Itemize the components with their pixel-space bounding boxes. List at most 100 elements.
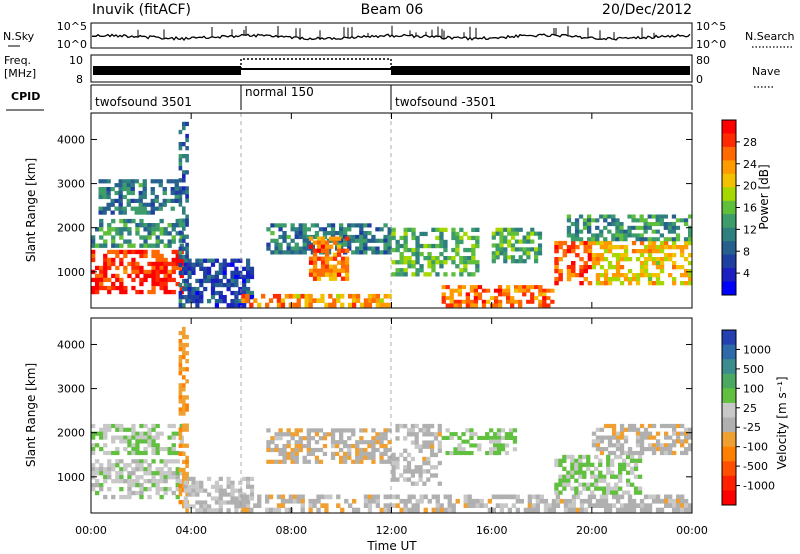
data-cell-region-1 bbox=[159, 431, 164, 436]
data-cell-region-0 bbox=[167, 459, 172, 464]
data-cell-region-0 bbox=[107, 459, 112, 464]
data-cell-region-1 bbox=[103, 231, 108, 236]
data-cell-region-4 bbox=[199, 258, 204, 263]
data-cell-region-0 bbox=[155, 273, 160, 279]
data-cell-region-12 bbox=[635, 273, 641, 278]
data-cell-region-0 bbox=[119, 494, 124, 500]
data-cell-region-2 bbox=[178, 342, 183, 348]
data-cell-region-0 bbox=[91, 487, 96, 492]
data-cell-region-11 bbox=[558, 273, 563, 278]
data-cell-region-3 bbox=[246, 504, 251, 509]
data-cell-region-9 bbox=[465, 299, 470, 304]
data-cell-region-0 bbox=[143, 269, 148, 275]
data-cell-region-3 bbox=[203, 504, 208, 509]
data-cell-region-4 bbox=[187, 258, 192, 263]
data-cell-region-6 bbox=[391, 460, 396, 466]
data-cell-region-9 bbox=[473, 299, 479, 304]
data-cell-region-5 bbox=[383, 451, 388, 456]
data-cell-region-9 bbox=[534, 285, 539, 290]
data-cell-region-7 bbox=[461, 447, 466, 452]
data-cell-region-9 bbox=[497, 288, 503, 293]
data-cell-region-7 bbox=[340, 276, 346, 281]
data-cell-region-13 bbox=[688, 237, 693, 242]
data-cell-region-0 bbox=[159, 253, 164, 259]
data-cell-region-13 bbox=[619, 237, 624, 242]
data-cell-region-0 bbox=[163, 459, 168, 464]
data-cell-region-4 bbox=[214, 282, 219, 288]
data-cell-region-2 bbox=[134, 179, 139, 184]
y-tick-label: 3000 bbox=[57, 383, 85, 396]
data-cell-region-13 bbox=[595, 218, 600, 223]
data-cell-region-0 bbox=[119, 249, 124, 255]
data-cell-region-8 bbox=[403, 272, 408, 277]
data-cell-region-13 bbox=[591, 237, 596, 242]
data-cell-region-8 bbox=[499, 503, 504, 508]
data-cell-region-10 bbox=[647, 447, 653, 452]
data-cell-region-6 bbox=[426, 444, 431, 449]
data-cell-region-5 bbox=[359, 447, 364, 453]
data-cell-region-13 bbox=[587, 214, 592, 219]
data-cell-region-1 bbox=[171, 431, 176, 436]
data-cell-region-10 bbox=[537, 235, 543, 240]
data-cell-region-9 bbox=[630, 454, 635, 460]
data-cell-region-12 bbox=[672, 245, 677, 250]
data-cell-region-3 bbox=[182, 170, 186, 175]
data-cell-region-9 bbox=[633, 490, 639, 495]
data-cell-region-2 bbox=[102, 194, 107, 200]
data-cell-region-4 bbox=[191, 270, 196, 275]
data-cell-region-4 bbox=[300, 498, 305, 504]
data-cell-region-4 bbox=[187, 286, 192, 292]
data-cell-region-5 bbox=[339, 436, 344, 441]
data-cell-region-5 bbox=[371, 451, 376, 456]
data-cell-region-4 bbox=[367, 494, 373, 500]
data-cell-region-9 bbox=[618, 486, 623, 491]
data-cell-region-2 bbox=[118, 183, 123, 188]
data-cell-region-9 bbox=[518, 285, 523, 290]
data-cell-region-4 bbox=[226, 262, 231, 267]
data-cell-region-5 bbox=[310, 447, 315, 453]
y-tick-label: 3000 bbox=[57, 178, 85, 191]
data-cell-region-6 bbox=[406, 469, 412, 474]
data-cell-region-7 bbox=[489, 439, 494, 444]
data-cell-region-0 bbox=[159, 257, 164, 263]
data-cell-region-4 bbox=[324, 507, 329, 513]
data-cell-region-6 bbox=[347, 234, 352, 240]
data-cell-region-7 bbox=[504, 435, 510, 440]
data-cell-region-3 bbox=[238, 496, 243, 501]
data-cell-region-0 bbox=[171, 475, 176, 480]
data-cell-region-5 bbox=[306, 440, 311, 445]
data-cell-region-7 bbox=[332, 264, 338, 269]
data-cell-region-9 bbox=[578, 462, 583, 467]
data-cell-region-3 bbox=[246, 484, 251, 489]
data-cell-region-10 bbox=[526, 251, 531, 256]
data-cell-region-1 bbox=[107, 450, 112, 456]
data-cell-region-13 bbox=[655, 214, 660, 219]
data-cell-region-2 bbox=[182, 423, 186, 428]
data-cell-region-8 bbox=[587, 494, 593, 500]
data-cell-region-0 bbox=[119, 281, 124, 287]
data-cell-region-0 bbox=[147, 479, 152, 484]
data-cell-region-4 bbox=[222, 270, 227, 275]
data-cell-region-8 bbox=[427, 498, 432, 504]
data-cell-region-7 bbox=[500, 428, 506, 433]
data-cell-region-8 bbox=[443, 507, 448, 513]
data-cell-region-7 bbox=[504, 443, 510, 448]
data-cell-region-9 bbox=[546, 296, 551, 301]
data-cell-region-10 bbox=[639, 431, 645, 436]
data-cell-region-0 bbox=[91, 285, 96, 291]
data-cell-region-4 bbox=[210, 258, 216, 263]
data-cell-region-0 bbox=[155, 269, 160, 275]
data-cell-region-8 bbox=[515, 507, 520, 513]
data-cell-region-9 bbox=[594, 486, 599, 491]
data-cell-region-3 bbox=[238, 492, 243, 497]
data-cell-region-5 bbox=[375, 302, 380, 308]
data-cell-region-0 bbox=[175, 494, 180, 500]
data-cell-region-6 bbox=[355, 234, 360, 240]
data-cell-region-9 bbox=[473, 303, 479, 308]
data-cell-region-8 bbox=[415, 252, 420, 257]
data-cell-region-6 bbox=[387, 246, 392, 251]
data-cell-region-0 bbox=[155, 253, 160, 259]
data-cell-region-9 bbox=[506, 299, 511, 304]
data-cell-region-12 bbox=[688, 261, 693, 266]
data-cell-region-6 bbox=[403, 469, 408, 474]
